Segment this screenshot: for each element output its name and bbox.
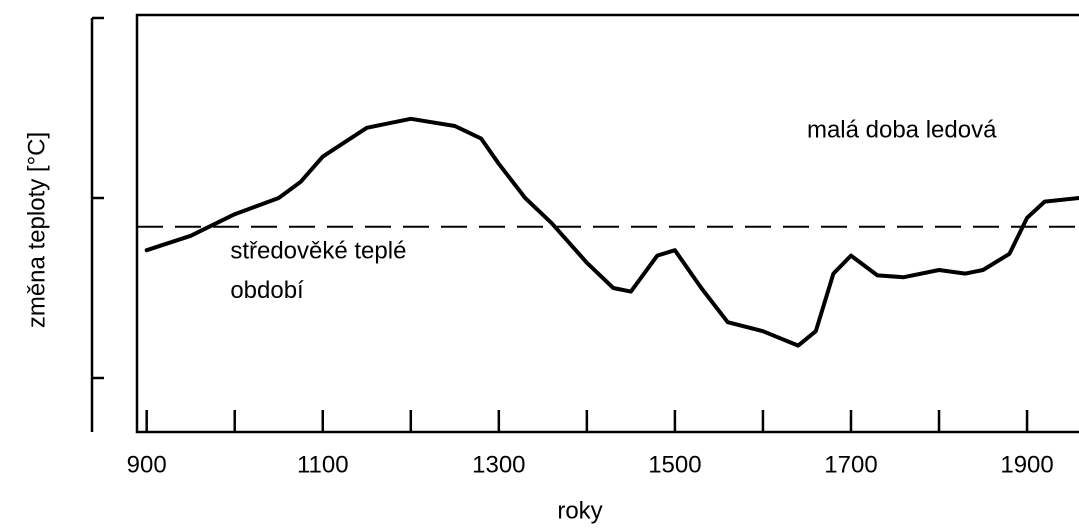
plot-frame bbox=[135, 13, 1079, 434]
x-tick-label: 900 bbox=[127, 451, 167, 478]
annotation: středověké teplé bbox=[230, 237, 406, 264]
x-tick-label: 1500 bbox=[648, 451, 701, 478]
y-axis-label: změna teploty [°C] bbox=[23, 132, 50, 328]
annotation: období bbox=[230, 277, 304, 304]
x-tick-label: 1700 bbox=[824, 451, 877, 478]
data-line bbox=[144, 116, 1079, 348]
x-axis-label: roky bbox=[557, 497, 602, 524]
x-tick-label: 1900 bbox=[1000, 451, 1053, 478]
x-tick-label: 1100 bbox=[297, 451, 349, 478]
x-tick-label: 1300 bbox=[472, 451, 525, 478]
annotation: malá doba ledová bbox=[807, 117, 997, 144]
